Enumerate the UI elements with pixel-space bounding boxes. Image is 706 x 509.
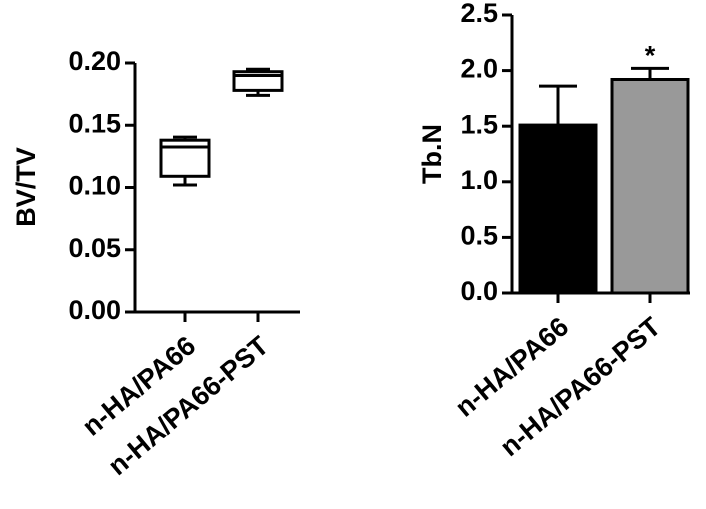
bar	[518, 123, 598, 295]
y-tick-label: 0.5	[460, 221, 498, 251]
y-tick-label: 0.00	[68, 295, 121, 325]
y-tick-label: 1.5	[460, 109, 498, 139]
y-tick-label: 2.0	[460, 54, 498, 84]
y-tick-label: 2.5	[460, 0, 498, 28]
y-tick-label: 0.0	[460, 276, 498, 306]
x-tick-label: n-HA/PA66-PST	[494, 311, 666, 462]
y-tick-label: 0.15	[68, 108, 121, 138]
significance-mark: *	[645, 40, 656, 70]
y-tick-label: 0.05	[68, 233, 121, 263]
y-tick-label: 0.20	[68, 46, 121, 76]
y-tick-label: 1.0	[460, 165, 498, 195]
bar	[610, 77, 690, 295]
y-tick-label: 0.10	[68, 171, 121, 201]
y-axis-label: BV/TV	[11, 147, 41, 227]
y-axis-label: Tb.N	[417, 124, 447, 184]
